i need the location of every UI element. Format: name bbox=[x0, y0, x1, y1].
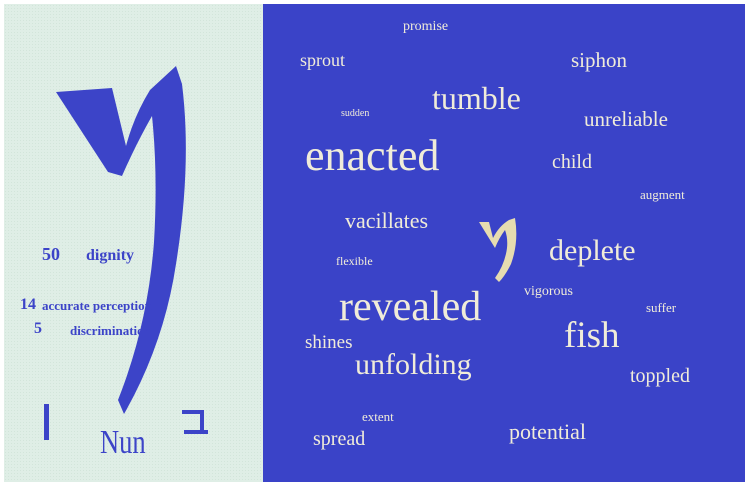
word-sudden: sudden bbox=[341, 108, 370, 119]
word-potential: potential bbox=[509, 419, 586, 444]
hebrew-vav-icon bbox=[44, 404, 49, 440]
small-nun-letter-icon bbox=[479, 218, 517, 282]
word-vigorous: vigorous bbox=[524, 284, 573, 299]
word-siphon: siphon bbox=[571, 48, 628, 72]
word-child: child bbox=[552, 151, 592, 173]
word-vacillates: vacillates bbox=[345, 208, 429, 233]
stat-number-2: 14 bbox=[20, 296, 36, 313]
word-fish: fish bbox=[564, 315, 620, 356]
nun-letter-icon bbox=[56, 66, 186, 414]
stat-number-3: 5 bbox=[34, 320, 42, 337]
stat-label-2: accurate perception bbox=[42, 298, 152, 313]
word-sprout: sprout bbox=[300, 50, 345, 70]
word-unfolding: unfolding bbox=[355, 348, 472, 381]
word-unreliable: unreliable bbox=[584, 107, 668, 131]
stat-number-1: 50 bbox=[42, 244, 60, 264]
word-shines: shines bbox=[305, 332, 353, 353]
stat-label-1: dignity bbox=[86, 247, 135, 264]
word-cloud-panel: promise sprout siphon tumble sudden unre… bbox=[263, 4, 745, 482]
stat-label-3: discrimination bbox=[70, 323, 151, 338]
word-suffer: suffer bbox=[646, 300, 677, 315]
word-tumble: tumble bbox=[432, 80, 521, 116]
word-enacted: enacted bbox=[305, 131, 440, 180]
word-augment: augment bbox=[640, 187, 685, 202]
letter-title: Nun bbox=[100, 424, 146, 461]
word-toppled: toppled bbox=[630, 365, 690, 387]
letter-panel: 50 dignity 14 accurate perception 5 disc… bbox=[4, 4, 263, 482]
word-revealed: revealed bbox=[339, 284, 482, 330]
word-spread: spread bbox=[313, 428, 366, 450]
word-promise: promise bbox=[403, 19, 449, 34]
word-deplete: deplete bbox=[549, 234, 636, 267]
word-flexible: flexible bbox=[336, 254, 373, 268]
hebrew-bet-icon bbox=[182, 410, 208, 434]
word-extent: extent bbox=[362, 409, 394, 424]
